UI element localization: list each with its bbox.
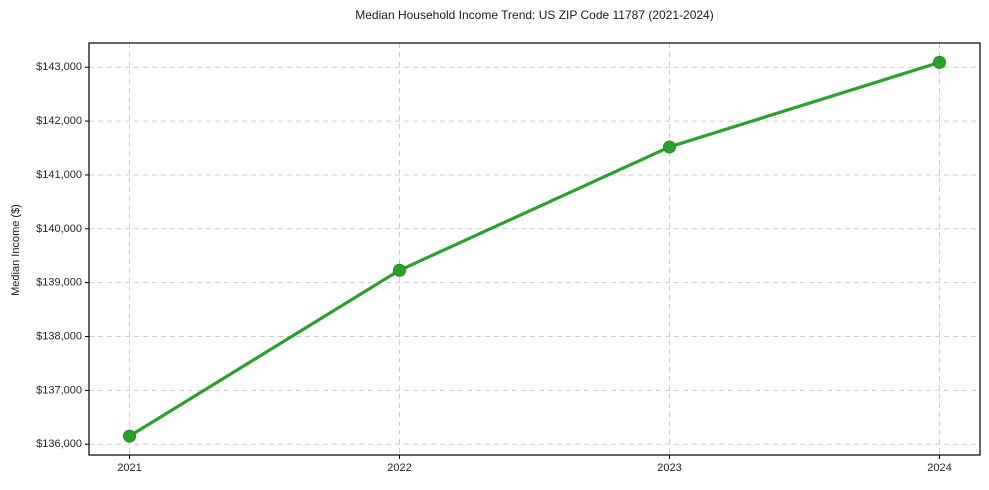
data-point-marker — [123, 429, 136, 443]
plot-background — [89, 43, 980, 455]
chart-title: Median Household Income Trend: US ZIP Co… — [355, 8, 714, 22]
y-tick-label: $141,000 — [36, 169, 82, 181]
x-tick-label: 2022 — [387, 462, 411, 474]
income-trend-line — [127, 60, 942, 438]
y-tick-label: $143,000 — [36, 61, 82, 73]
y-tick-label: $139,000 — [36, 277, 82, 289]
x-tick-label: 2024 — [927, 462, 951, 474]
y-axis-label: Median Income ($) — [10, 204, 22, 296]
y-tick-label: $136,000 — [36, 438, 82, 450]
x-tick-label: 2021 — [117, 462, 141, 474]
y-tick-label: $140,000 — [36, 223, 82, 235]
y-tick-label: $137,000 — [36, 384, 82, 396]
data-point-marker — [663, 140, 676, 154]
x-tick-label: 2023 — [657, 462, 681, 474]
axes-frame — [88, 42, 981, 456]
y-tick-label: $138,000 — [36, 331, 82, 343]
data-point-marker — [933, 55, 946, 69]
y-tick-label: $142,000 — [36, 115, 82, 127]
data-point-marker — [393, 263, 406, 277]
